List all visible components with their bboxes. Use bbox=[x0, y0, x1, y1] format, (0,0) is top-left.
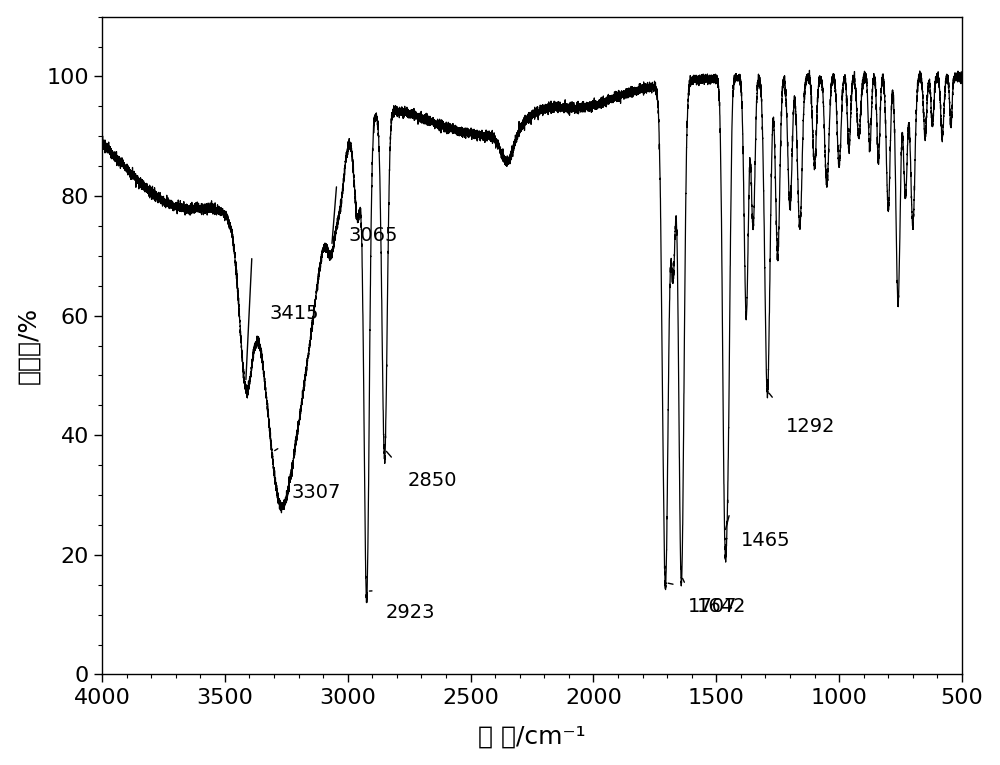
X-axis label: 波 数/cm⁻¹: 波 数/cm⁻¹ bbox=[478, 724, 586, 748]
Text: 1707: 1707 bbox=[688, 597, 737, 616]
Text: 2923: 2923 bbox=[386, 603, 435, 622]
Text: 1292: 1292 bbox=[786, 418, 836, 436]
Text: 1465: 1465 bbox=[741, 531, 790, 550]
Text: 1642: 1642 bbox=[697, 597, 746, 616]
Text: 3307: 3307 bbox=[291, 483, 341, 502]
Text: 3415: 3415 bbox=[269, 304, 319, 323]
Text: 2850: 2850 bbox=[408, 471, 457, 490]
Y-axis label: 透光率/%: 透光率/% bbox=[17, 307, 41, 384]
Text: 3065: 3065 bbox=[349, 226, 398, 245]
